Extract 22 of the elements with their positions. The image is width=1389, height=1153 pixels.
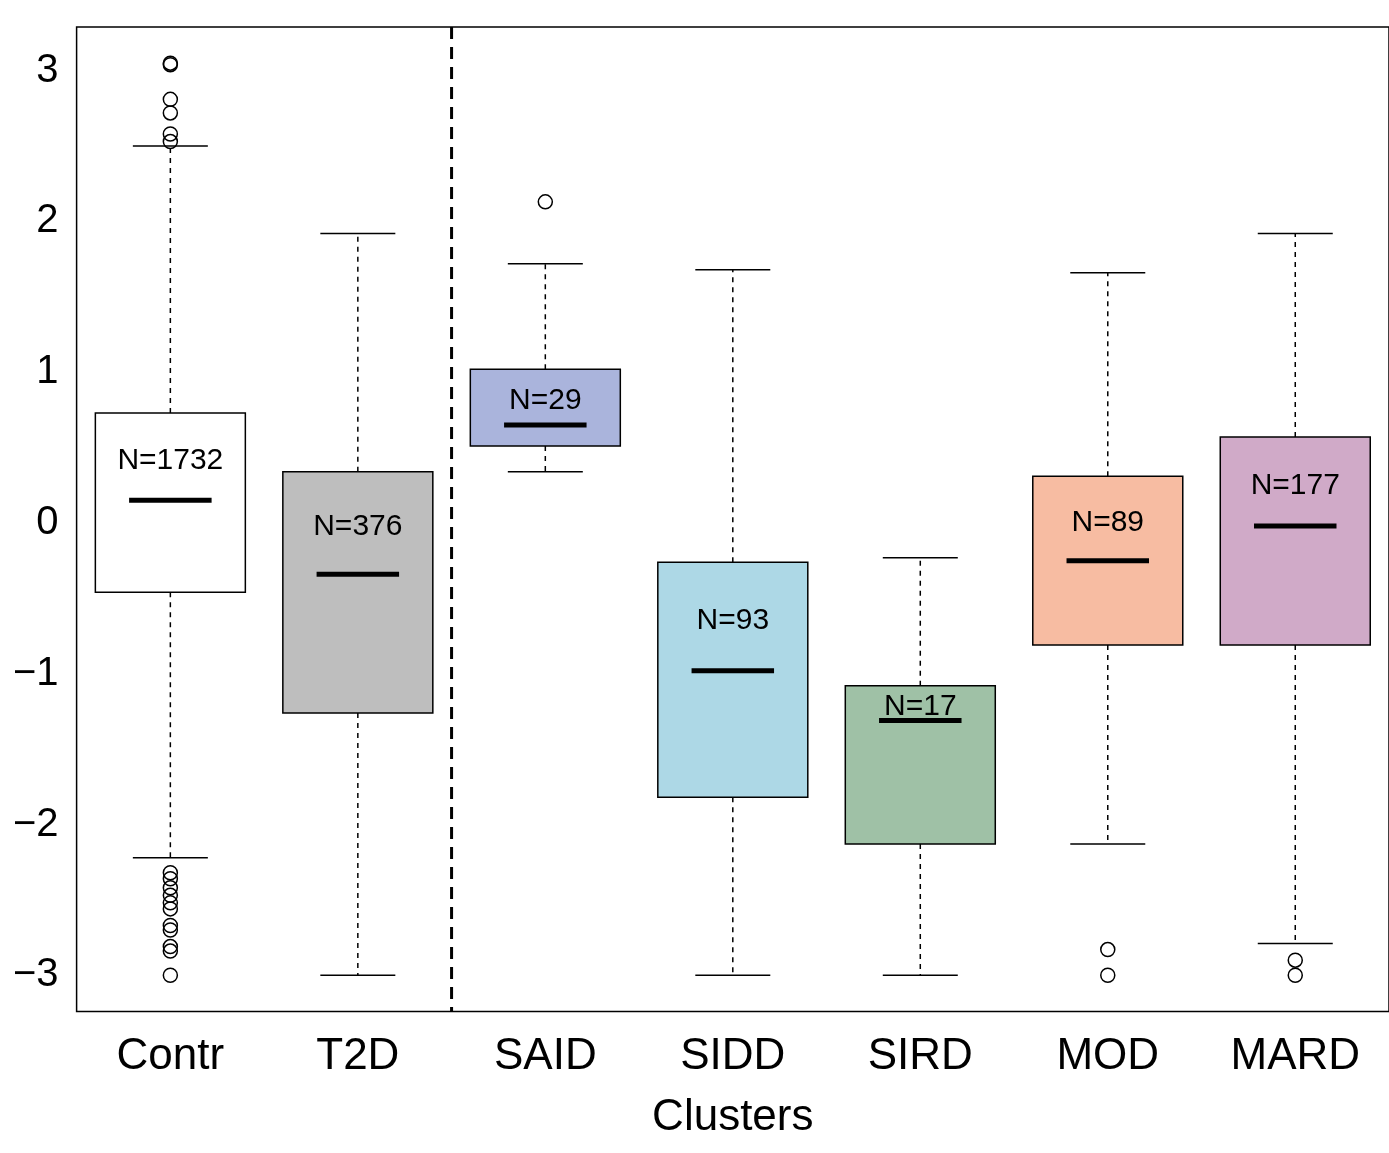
y-tick-label: 2 [36, 196, 59, 241]
x-tick-label: SAID [493, 1028, 597, 1078]
annotation: N=93 [696, 601, 770, 635]
y-tick-label: 3 [36, 45, 59, 90]
x-tick-label: SIDD [680, 1028, 786, 1078]
y-tick-label: 0 [36, 498, 59, 542]
annotation: N=29 [509, 382, 582, 416]
x-tick-label: SIRD [867, 1028, 973, 1078]
x-tick-label: MOD [1056, 1028, 1160, 1078]
y-tick-label: −3 [13, 950, 59, 995]
x-tick-label: MARD [1230, 1028, 1361, 1078]
x-tick-label: Contr [116, 1028, 225, 1078]
annotation: N=89 [1071, 503, 1145, 537]
annotation: N=1732 [117, 441, 224, 475]
y-tick-label: −1 [13, 648, 59, 693]
y-tick-label: 1 [36, 347, 59, 392]
annotation: N=17 [884, 688, 957, 722]
x-tick-label: T2D [316, 1028, 400, 1078]
annotation: N=376 [313, 508, 403, 542]
y-tick-label: −2 [13, 799, 59, 844]
annotation: N=177 [1250, 466, 1340, 500]
x-axis-title: Clusters [652, 1089, 814, 1139]
